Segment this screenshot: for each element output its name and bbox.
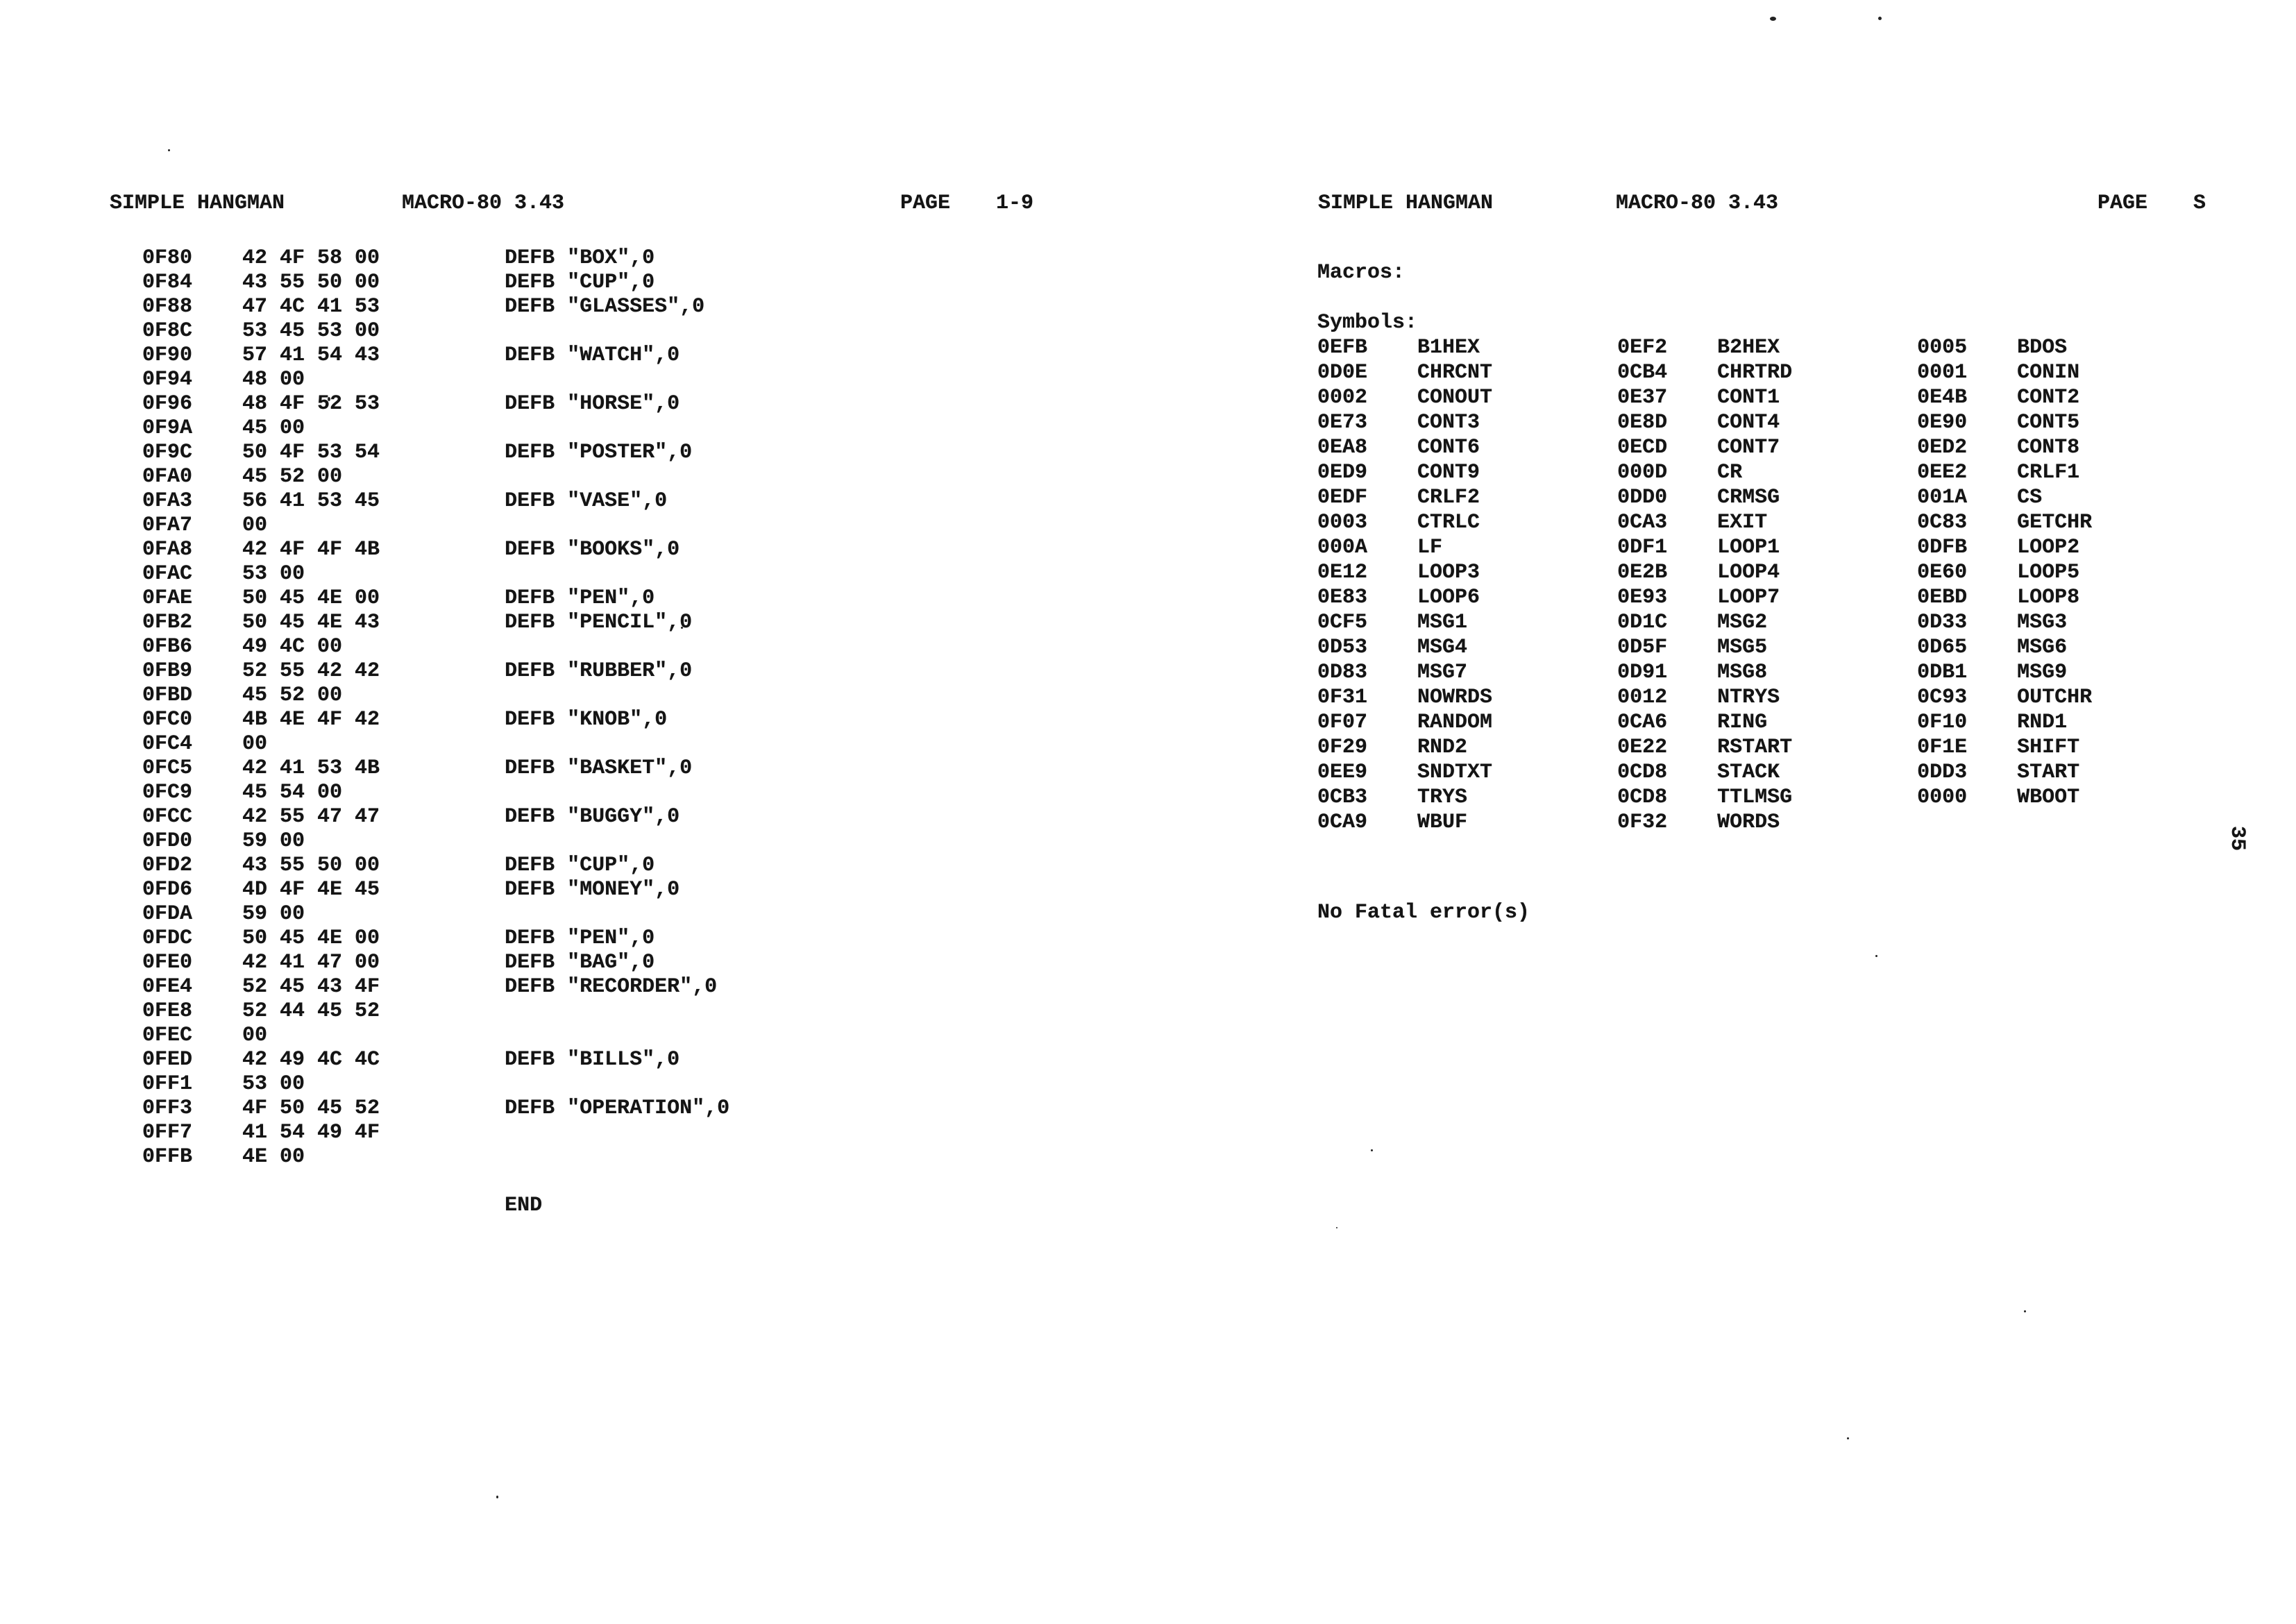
scan-speckle (1770, 17, 1776, 21)
assembly-listing: 0F80 42 4F 58 00 DEFB "BOX",0 0F84 43 55… (142, 246, 730, 1217)
scan-speckle (496, 1496, 498, 1498)
scan-speckle (1336, 1227, 1337, 1228)
left-page-title: SIMPLE HANGMAN (110, 192, 285, 215)
sheet-page-number: 35 (2225, 826, 2249, 852)
scan-speckle (1847, 1437, 1849, 1439)
status-line: No Fatal error(s) (1317, 901, 1530, 924)
scan-speckle (328, 397, 330, 401)
right-page-label: PAGE (2097, 192, 2148, 215)
right-assembler-version: MACRO-80 3.43 (1616, 192, 1779, 215)
scan-speckle (1875, 955, 1877, 957)
scan-speckle (1878, 17, 1882, 20)
scan-speckle (681, 627, 683, 629)
left-page-label: PAGE (900, 192, 951, 215)
right-page-title: SIMPLE HANGMAN (1318, 192, 1494, 215)
scan-speckle (1371, 1149, 1373, 1151)
scan-speckle (168, 149, 170, 151)
right-page-number: S (2193, 192, 2206, 215)
symbol-table: Macros: Symbols: 0EFB B1HEX 0EF2 B2HEX 0… (1317, 261, 2093, 834)
left-assembler-version: MACRO-80 3.43 (402, 192, 565, 215)
left-page-number: 1-9 (996, 192, 1034, 215)
scan-speckle (2024, 1310, 2026, 1312)
